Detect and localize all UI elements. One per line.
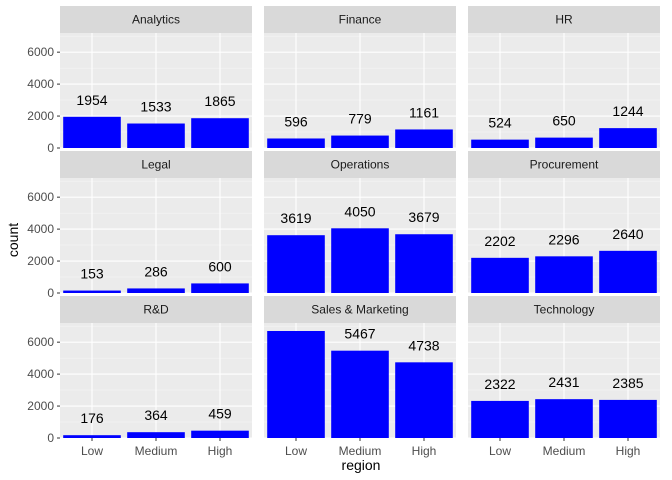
- data-label: 1161: [409, 104, 439, 120]
- data-label: 4738: [408, 337, 439, 353]
- bar-technology-medium: [535, 399, 593, 438]
- bar-legal-low: [63, 290, 121, 293]
- y-axis-title: count: [5, 223, 21, 257]
- data-label: 3619: [280, 210, 311, 226]
- data-label: 596: [284, 113, 308, 129]
- x-tick-label: Medium: [339, 444, 382, 458]
- x-tick-label: Low: [81, 444, 103, 458]
- facet-title-technology: Technology: [534, 303, 595, 317]
- facet-strip-legal: [60, 151, 252, 178]
- y-tick-label: 6000: [27, 45, 54, 59]
- y-tick-label: 0: [47, 431, 54, 445]
- facet-title-finance: Finance: [339, 13, 382, 27]
- y-tick-label: 6000: [27, 190, 54, 204]
- bar-hr-high: [599, 128, 657, 148]
- bar-procurement-low: [471, 257, 529, 293]
- x-tick-label: Low: [285, 444, 307, 458]
- data-label: 600: [208, 258, 232, 274]
- bar-analytics-medium: [127, 123, 185, 148]
- facet-title-sales-marketing: Sales & Marketing: [311, 303, 408, 317]
- bar-hr-low: [471, 139, 529, 148]
- facet-title-r-d: R&D: [143, 303, 169, 317]
- bar-operations-high: [395, 234, 453, 293]
- data-label: 286: [144, 263, 168, 279]
- y-tick-label: 2000: [27, 109, 54, 123]
- x-tick-label: Medium: [135, 444, 178, 458]
- bar-operations-medium: [331, 228, 389, 293]
- facet-strip-technology: [468, 296, 660, 323]
- facet-strip-analytics: [60, 6, 252, 33]
- data-label: 364: [144, 407, 168, 423]
- data-label: 4050: [344, 203, 375, 219]
- bar-r-d-medium: [127, 432, 185, 438]
- data-label: 2202: [484, 233, 515, 249]
- data-label: 1533: [140, 99, 171, 115]
- data-label: 153: [80, 266, 104, 282]
- data-label: 524: [488, 115, 512, 131]
- y-tick-label: 6000: [27, 335, 54, 349]
- data-label: 5467: [344, 326, 375, 342]
- data-label: 650: [552, 113, 576, 129]
- data-label: 1865: [204, 93, 235, 109]
- bar-technology-high: [599, 399, 657, 438]
- x-tick-label: High: [616, 444, 641, 458]
- facet-title-procurement: Procurement: [530, 158, 599, 172]
- bar-operations-low: [267, 235, 325, 293]
- facet-strip-sales-marketing: [264, 296, 456, 323]
- data-label: 459: [208, 406, 232, 422]
- data-label: 2431: [548, 374, 579, 390]
- facet-strip-procurement: [468, 151, 660, 178]
- facet-strip-hr: [468, 6, 660, 33]
- facet-strip-operations: [264, 151, 456, 178]
- y-tick-label: 2000: [27, 399, 54, 413]
- data-label: 2640: [612, 226, 643, 242]
- bar-sales-marketing-medium: [331, 350, 389, 438]
- bar-legal-medium: [127, 288, 185, 293]
- y-tick-label: 0: [47, 141, 54, 155]
- data-label: 779: [348, 111, 372, 127]
- y-tick-label: 4000: [27, 222, 54, 236]
- bar-sales-marketing-high: [395, 362, 453, 438]
- data-label: 2385: [612, 375, 643, 391]
- x-tick-label: Medium: [543, 444, 586, 458]
- bar-procurement-high: [599, 250, 657, 293]
- facet-title-legal: Legal: [141, 158, 170, 172]
- facet-title-analytics: Analytics: [132, 13, 180, 27]
- y-tick-label: 0: [47, 286, 54, 300]
- bar-analytics-high: [191, 118, 249, 148]
- data-label: 1244: [612, 103, 643, 119]
- facet-title-hr: HR: [555, 13, 573, 27]
- facet-strip-r-d: [60, 296, 252, 323]
- data-label: 176: [80, 410, 104, 426]
- y-tick-label: 4000: [27, 77, 54, 91]
- x-axis-title: region: [342, 457, 381, 473]
- bar-r-d-low: [63, 435, 121, 438]
- bar-analytics-low: [63, 116, 121, 148]
- bar-procurement-medium: [535, 256, 593, 293]
- bar-finance-medium: [331, 135, 389, 148]
- bar-sales-marketing-low: [267, 330, 325, 438]
- data-label: 2296: [548, 231, 579, 247]
- y-tick-label: 4000: [27, 367, 54, 381]
- data-label: 1954: [76, 92, 107, 108]
- bar-hr-medium: [535, 137, 593, 148]
- x-tick-label: High: [208, 444, 233, 458]
- data-label: 3679: [408, 209, 439, 225]
- facet-strip-finance: [264, 6, 456, 33]
- x-tick-label: High: [412, 444, 437, 458]
- y-tick-label: 2000: [27, 254, 54, 268]
- bar-finance-low: [267, 138, 325, 148]
- x-tick-label: Low: [489, 444, 511, 458]
- bar-finance-high: [395, 129, 453, 148]
- bar-technology-low: [471, 400, 529, 438]
- data-label: 2322: [484, 376, 515, 392]
- facet-title-operations: Operations: [331, 158, 390, 172]
- bar-legal-high: [191, 283, 249, 293]
- bar-r-d-high: [191, 430, 249, 438]
